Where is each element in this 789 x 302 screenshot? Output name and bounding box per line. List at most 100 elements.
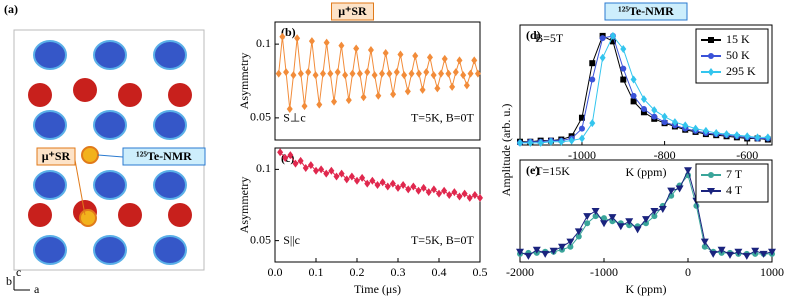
- x-tick-label: 0.4: [432, 265, 447, 279]
- point: [436, 189, 442, 198]
- point: [461, 189, 468, 198]
- point: [583, 213, 592, 221]
- x-tick-label: 1000: [760, 265, 784, 279]
- point: [599, 35, 606, 42]
- annotation: S||c: [283, 233, 300, 247]
- point: [386, 69, 393, 78]
- point: [620, 76, 627, 83]
- y-tick-label: 0.05: [250, 110, 271, 124]
- point: [397, 50, 404, 59]
- point: [345, 96, 352, 105]
- point: [609, 31, 616, 40]
- point: [327, 69, 334, 78]
- point: [420, 183, 427, 192]
- point: [354, 176, 360, 185]
- point: [723, 130, 730, 139]
- panel-label: (b): [281, 25, 296, 39]
- point: [328, 166, 335, 175]
- point: [471, 56, 478, 65]
- point: [333, 172, 340, 181]
- x-tick-label: -800: [654, 148, 676, 162]
- point: [283, 68, 290, 77]
- point: [318, 165, 325, 174]
- point: [452, 68, 459, 77]
- point: [338, 169, 345, 178]
- point: [578, 125, 585, 132]
- point: [312, 71, 319, 80]
- point: [601, 215, 607, 222]
- point: [702, 126, 709, 135]
- point: [460, 71, 467, 80]
- point: [384, 182, 391, 191]
- point: [379, 178, 386, 187]
- panel-label: (e): [526, 163, 539, 177]
- legend-marker: [708, 68, 714, 76]
- title-box: [331, 2, 374, 21]
- axis-label: b: [6, 274, 12, 288]
- x-tick-label: 0.2: [350, 265, 365, 279]
- legend-label: 295 K: [726, 64, 756, 78]
- axis-label: c: [16, 265, 21, 279]
- point: [574, 228, 583, 236]
- point: [578, 114, 585, 121]
- y-tick-label: 0.1: [256, 161, 271, 175]
- legend-marker: [707, 188, 715, 195]
- y-tick-label: 0.05: [250, 232, 271, 246]
- point: [401, 71, 408, 80]
- point: [286, 105, 293, 114]
- point: [307, 161, 314, 170]
- point: [671, 118, 678, 127]
- point: [405, 185, 412, 194]
- point: [471, 191, 478, 200]
- point: [294, 34, 301, 43]
- point: [349, 69, 356, 78]
- legend-label: 4 T: [726, 183, 743, 197]
- point: [575, 233, 582, 240]
- legend-label: 7 T: [726, 167, 743, 181]
- point: [524, 252, 533, 260]
- point: [463, 81, 470, 90]
- point: [451, 188, 458, 197]
- point: [589, 119, 596, 128]
- point: [367, 46, 374, 55]
- point: [316, 100, 323, 109]
- point: [290, 71, 297, 80]
- point: [441, 54, 448, 63]
- point: [410, 182, 417, 191]
- point: [537, 138, 544, 147]
- point: [342, 71, 349, 80]
- point: [297, 69, 304, 78]
- x-axis-label: K (ppm): [626, 165, 667, 179]
- point: [589, 76, 596, 83]
- point: [430, 71, 437, 80]
- point: [292, 159, 299, 168]
- point: [348, 172, 355, 181]
- point: [275, 69, 282, 78]
- point: [633, 226, 642, 234]
- point: [338, 41, 345, 50]
- annotation: T=15K: [535, 164, 570, 178]
- point: [323, 38, 330, 47]
- point: [651, 113, 658, 120]
- x-axis-label: K (ppm): [626, 282, 667, 296]
- point: [589, 60, 596, 67]
- point: [305, 68, 312, 77]
- point: [667, 187, 676, 195]
- legend-marker: [708, 37, 714, 43]
- point: [591, 208, 600, 215]
- structure: (a) μ⁺SR ¹²⁵Te-NMR a b c: [4, 2, 206, 296]
- annotation: T=5K, B=0T: [411, 233, 475, 247]
- point: [558, 243, 566, 251]
- point: [319, 69, 326, 78]
- point: [658, 205, 667, 213]
- point: [592, 213, 599, 220]
- point: [734, 248, 743, 256]
- point: [430, 185, 437, 194]
- point: [434, 84, 441, 93]
- point: [371, 71, 378, 80]
- point: [620, 65, 627, 72]
- chart-title: μ⁺SR: [338, 4, 367, 18]
- point: [549, 247, 558, 255]
- point: [630, 98, 637, 105]
